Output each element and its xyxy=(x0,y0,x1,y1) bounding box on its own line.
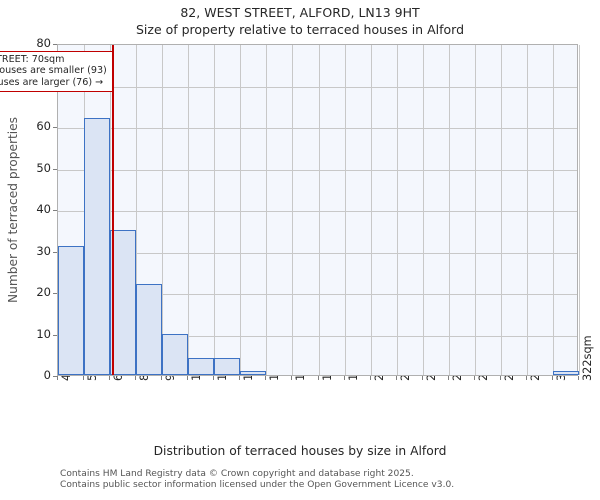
gridline-vertical xyxy=(214,45,216,375)
x-tick-label: 322sqm xyxy=(581,335,594,381)
bar xyxy=(84,117,111,375)
gridline-vertical xyxy=(396,45,398,375)
bar xyxy=(58,246,85,375)
chart-title: 82, WEST STREET, ALFORD, LN13 9HT xyxy=(180,5,420,20)
gridline-vertical xyxy=(344,45,346,375)
x-tick-mark xyxy=(109,376,111,380)
y-tick-mark xyxy=(53,293,57,294)
gridline-vertical xyxy=(370,45,372,375)
y-tick-mark xyxy=(53,251,57,253)
x-tick-mark xyxy=(161,376,163,380)
footer-line-2: Contains public sector information licen… xyxy=(60,479,455,490)
gridline-horizontal xyxy=(58,294,577,295)
gridline-vertical xyxy=(448,45,450,375)
y-tick-mark xyxy=(53,334,57,336)
gridline-vertical xyxy=(162,45,164,375)
gridline-vertical xyxy=(422,45,424,375)
chart-title-block: 82, WEST STREET, ALFORD, LN13 9HT Size o… xyxy=(0,4,600,38)
gridline-horizontal xyxy=(58,169,577,171)
gridline-horizontal xyxy=(58,211,577,212)
gridline-vertical xyxy=(526,45,528,375)
x-tick-mark xyxy=(83,376,85,380)
y-tick-label: 30 xyxy=(36,243,51,258)
y-tick-mark xyxy=(53,376,57,377)
y-tick-mark xyxy=(53,168,57,170)
annotation-box: 82 WEST STREET: 70sqm ← 55% of terraced … xyxy=(0,51,113,93)
bar xyxy=(214,358,241,375)
x-axis-label: Distribution of terraced houses by size … xyxy=(153,444,447,458)
gridline-vertical xyxy=(318,45,320,375)
y-tick-label: 10 xyxy=(36,326,51,341)
x-tick-mark xyxy=(213,376,215,380)
annotation-line-1: 82 WEST STREET: 70sqm xyxy=(0,54,65,65)
bar xyxy=(188,358,215,375)
gridline-horizontal xyxy=(58,128,577,129)
x-tick-mark xyxy=(343,376,345,380)
plot-area xyxy=(57,44,580,376)
x-tick-mark xyxy=(57,376,58,380)
bar xyxy=(240,370,267,375)
x-tick-mark xyxy=(447,376,449,380)
x-tick-mark xyxy=(291,376,293,380)
x-tick-mark xyxy=(473,376,475,380)
gridline-vertical xyxy=(552,45,554,375)
gridline-vertical xyxy=(579,45,580,375)
gridline-horizontal xyxy=(58,252,577,254)
x-tick-mark xyxy=(525,376,527,380)
gridline-horizontal xyxy=(58,335,577,337)
property-marker-line xyxy=(111,45,114,375)
x-tick-mark xyxy=(265,376,267,380)
x-tick-mark xyxy=(421,376,423,380)
chart-subtitle: Size of property relative to terraced ho… xyxy=(135,22,465,37)
x-tick-mark xyxy=(317,376,319,380)
bar xyxy=(110,229,137,375)
bar xyxy=(162,333,189,375)
gridline-horizontal xyxy=(58,86,577,88)
y-tick-label: 50 xyxy=(36,160,51,175)
gridline-vertical xyxy=(292,45,294,375)
y-tick-mark xyxy=(53,44,57,45)
gridline-vertical xyxy=(240,45,242,375)
y-tick-label: 20 xyxy=(36,285,51,299)
footer-line-1: Contains HM Land Registry data © Crown c… xyxy=(60,469,414,479)
x-tick-mark xyxy=(187,376,189,380)
x-tick-mark xyxy=(578,376,579,380)
gridline-vertical xyxy=(110,45,112,375)
gridline-vertical xyxy=(500,45,502,375)
y-tick-mark xyxy=(53,127,57,128)
x-tick-mark xyxy=(395,376,397,380)
footer-attribution: Contains HM Land Registry data © Crown c… xyxy=(60,469,580,490)
x-tick-mark xyxy=(369,376,371,380)
x-tick-mark xyxy=(135,376,137,380)
y-tick-label: 60 xyxy=(36,119,51,133)
gridline-vertical xyxy=(136,45,138,375)
y-tick-label: 0 xyxy=(43,368,51,382)
annotation-line-2: ← 55% of terraced houses are smaller (93… xyxy=(0,65,107,77)
bar xyxy=(552,370,579,375)
x-tick-mark xyxy=(499,376,501,380)
bar xyxy=(136,283,163,375)
gridline-vertical xyxy=(474,45,476,375)
x-tick-mark xyxy=(239,376,241,380)
x-tick-mark xyxy=(551,376,553,380)
y-tick-mark xyxy=(53,210,57,211)
y-tick-label: 40 xyxy=(36,202,51,216)
gridline-vertical xyxy=(188,45,190,375)
gridline-vertical xyxy=(266,45,268,375)
y-tick-label: 80 xyxy=(36,36,51,50)
annotation-line-3: 45% of terraced houses are larger (76) → xyxy=(0,76,104,88)
